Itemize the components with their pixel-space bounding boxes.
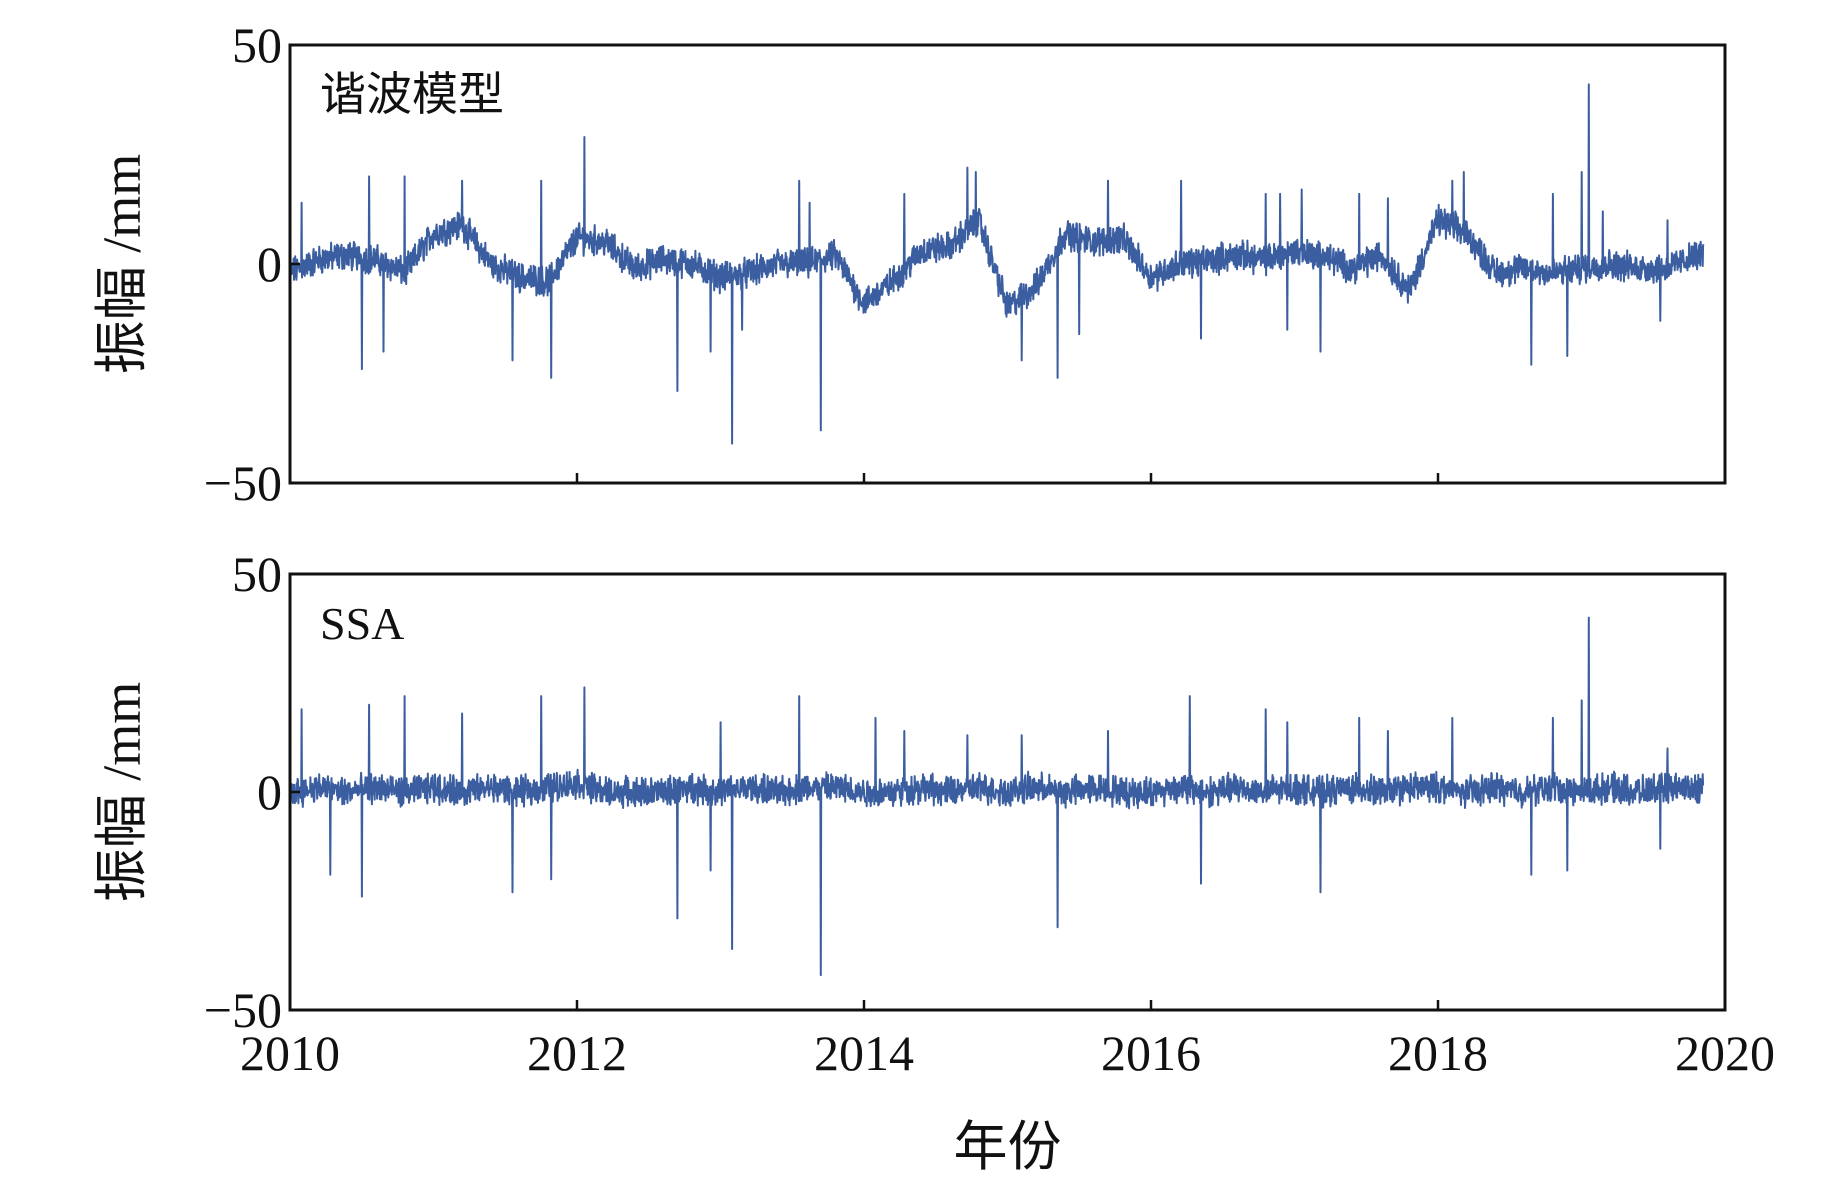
series-line-1 <box>289 616 1705 977</box>
panel-label: 谐波模型 <box>320 69 504 120</box>
y-axis-label: 振幅 /mm <box>92 154 152 375</box>
x-tick-label: 2018 <box>1388 1025 1488 1081</box>
x-tick-label: 2012 <box>527 1025 627 1081</box>
x-tick-label: 2010 <box>240 1025 340 1081</box>
x-axis-label: 年份 <box>954 1117 1062 1177</box>
y-tick-label: −50 <box>204 982 282 1038</box>
y-tick-label: 0 <box>257 236 282 292</box>
x-tick-label: 2016 <box>1101 1025 1201 1081</box>
y-tick-label: 0 <box>257 764 282 820</box>
x-tick-label: 2014 <box>814 1025 914 1081</box>
y-tick-label: −50 <box>204 455 282 511</box>
series-line-1 <box>289 83 1705 445</box>
panel-label: SSA <box>320 598 404 649</box>
x-tick-label: 2020 <box>1675 1025 1775 1081</box>
y-tick-label: 50 <box>232 546 282 602</box>
chart-panel-2: −50 0 50 2010 2012 2014 2016 2018 2020 SSA 振幅 /mm 年… <box>92 546 1775 1177</box>
y-axis-label: 振幅 /mm <box>92 682 152 903</box>
y-tick-label: 50 <box>232 17 282 73</box>
